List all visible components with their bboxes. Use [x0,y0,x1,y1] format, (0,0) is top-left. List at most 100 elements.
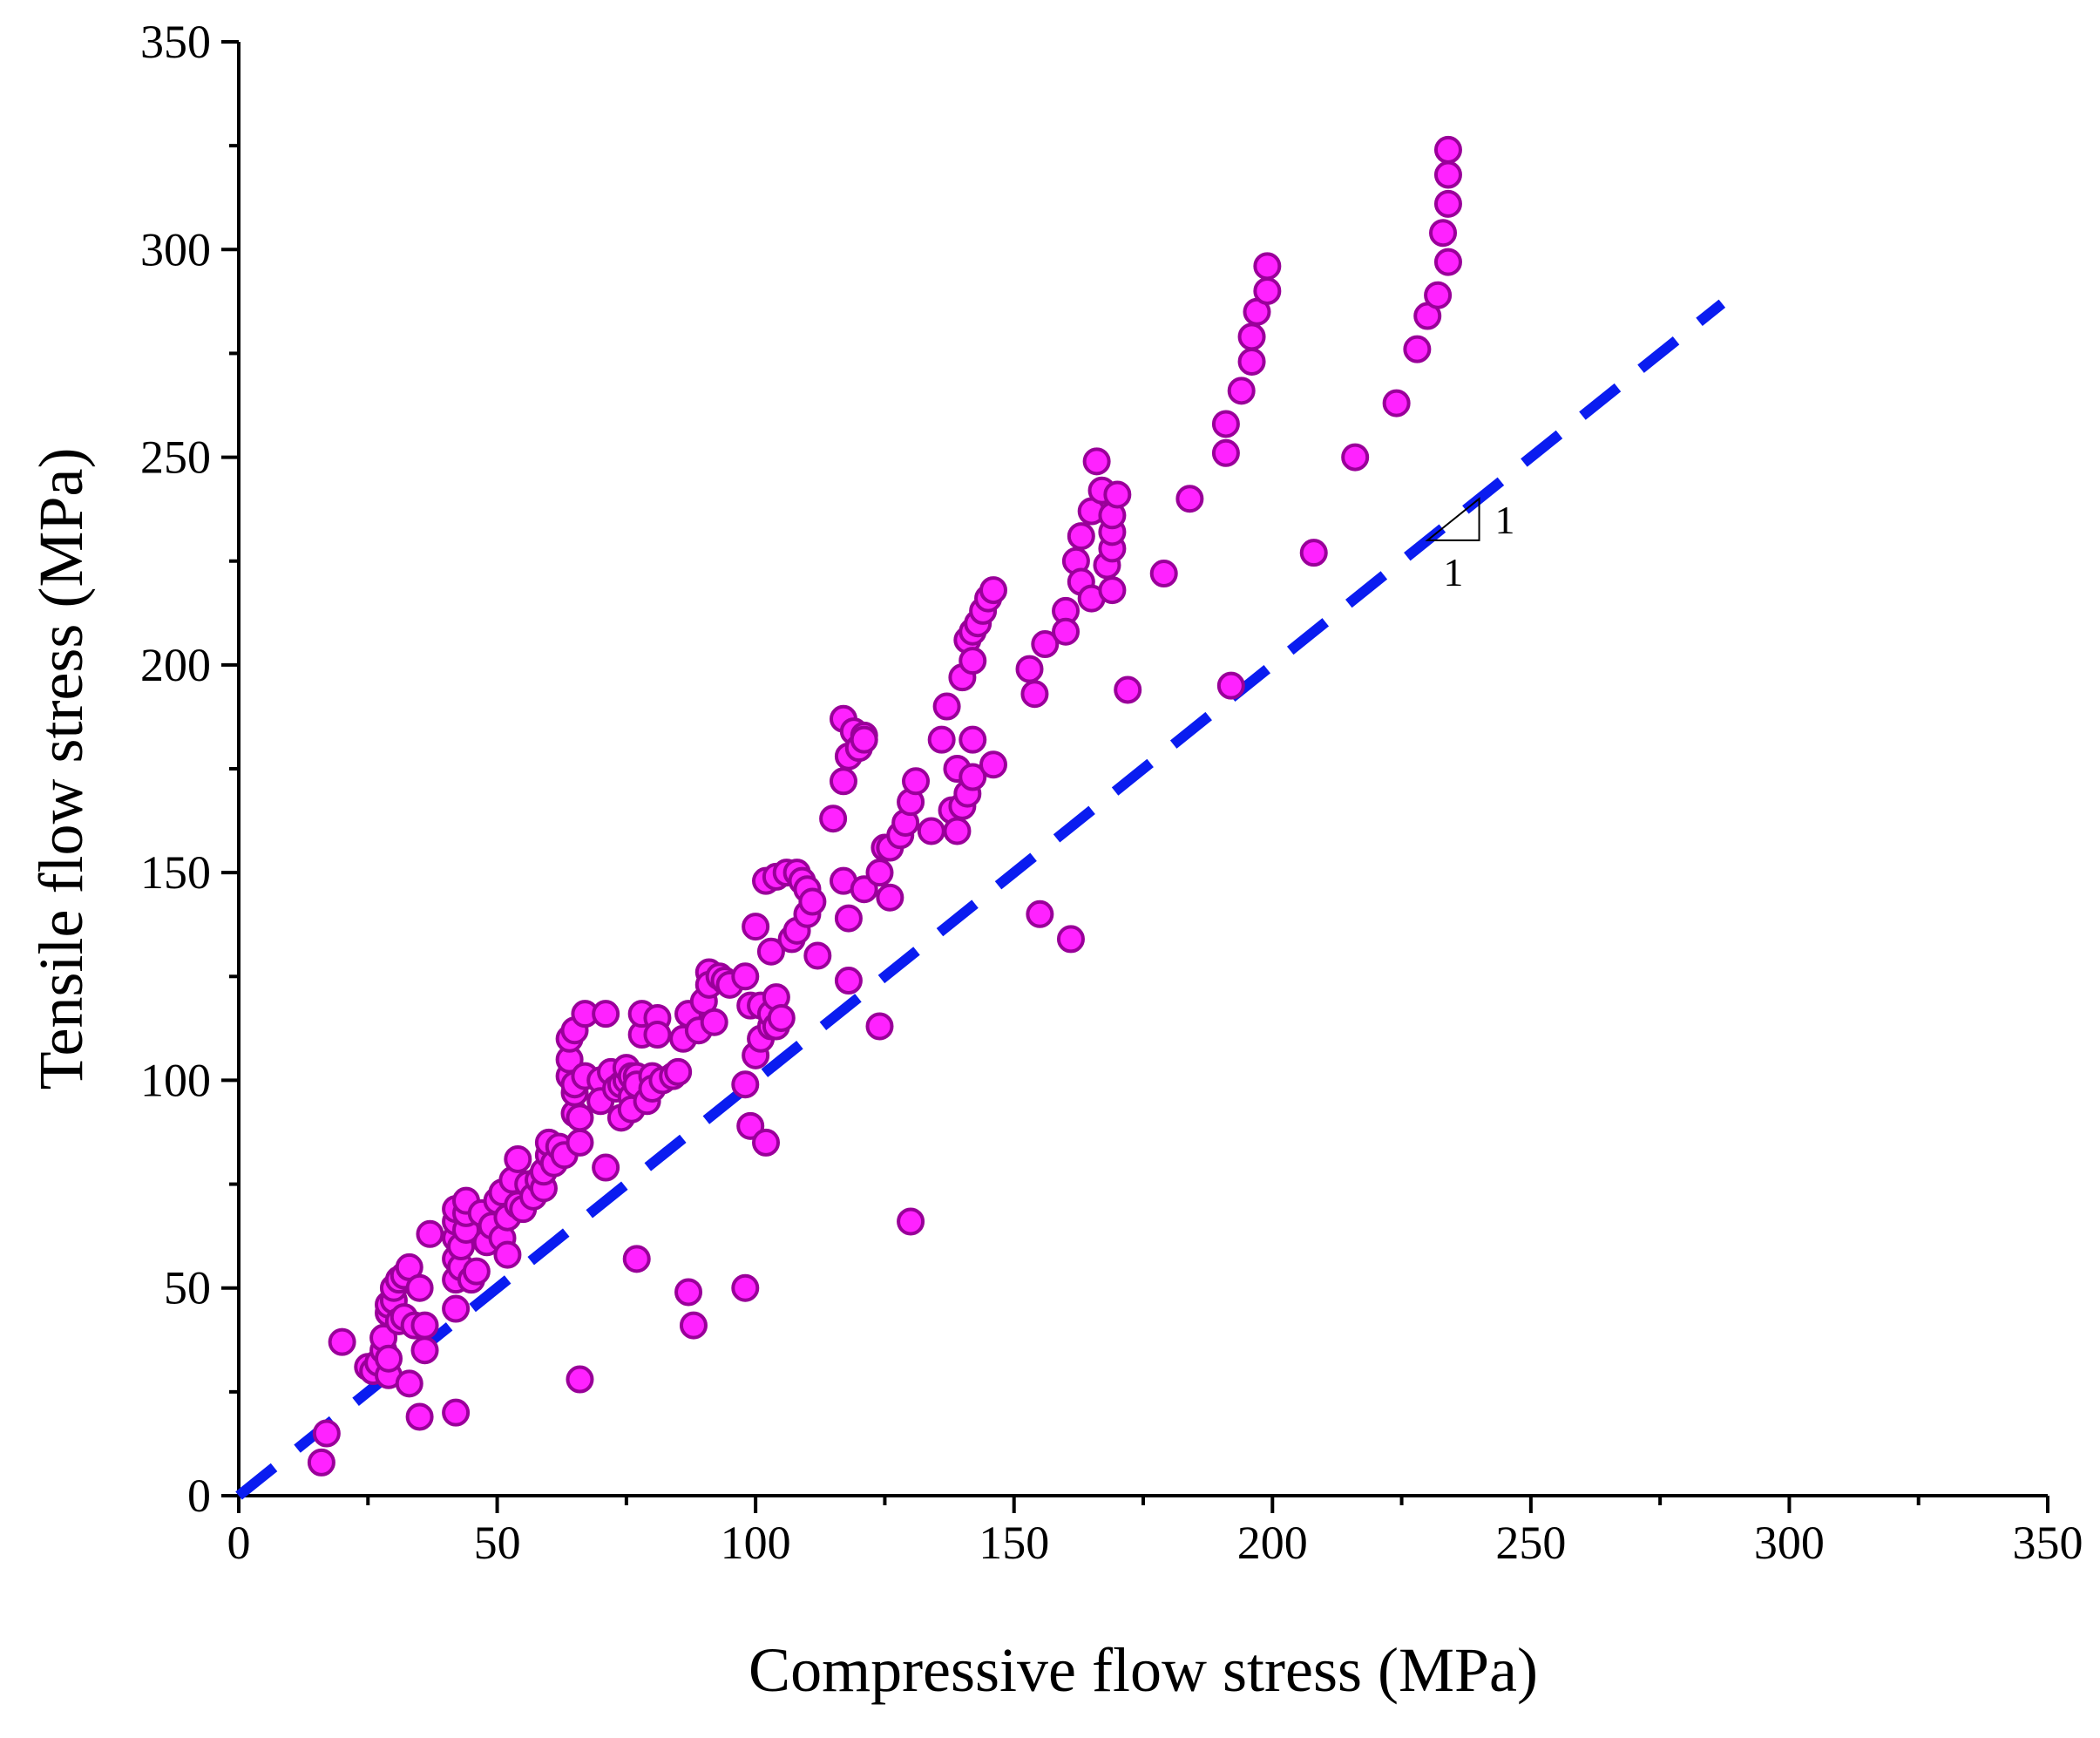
reference-line-group: 11 [235,299,1726,1500]
data-point [1341,443,1370,472]
data-point [462,1257,491,1286]
data-point [731,962,760,991]
data-point [674,1278,703,1307]
data-point [504,1144,532,1173]
data-point [803,941,832,970]
data-point [902,767,931,796]
data-point [442,1294,471,1323]
data-point [959,647,987,676]
x-tick-label: 150 [979,1517,1049,1569]
data-point [1175,485,1204,513]
data-point [834,967,863,995]
y-tick-label: 250 [140,431,211,484]
slope-label-rise: 1 [1495,498,1515,542]
data-point [1020,680,1049,709]
data-point [865,859,894,887]
data-point [917,817,945,845]
x-tick-label: 50 [474,1517,521,1569]
data-point [1299,539,1328,567]
data-point [1098,576,1127,605]
x-axis-title: Compressive flow stress (MPa) [749,1635,1538,1705]
data-point [442,1398,471,1427]
data-point [307,1448,335,1477]
data-point [405,1273,434,1302]
data-point [312,1419,341,1448]
x-tick-label: 200 [1237,1517,1308,1569]
data-point [979,576,1007,605]
data-point [850,725,878,754]
data-point [1237,347,1266,376]
data-point [819,805,848,833]
data-point [1433,135,1462,164]
data-point [395,1369,423,1398]
axes: 0 50 100 150 200 250 300 350 0 50 100 150 200 250 300 3… [140,16,2083,1569]
data-point [927,725,956,754]
y-tick-label: 300 [140,223,211,275]
y-tick-label: 200 [140,639,211,691]
data-point [1082,447,1111,476]
data-point [1237,322,1266,351]
data-point [592,1000,620,1029]
y-tick-label: 50 [164,1262,211,1314]
axis-labels: Compressive flow stress (MPa) Tensile fl… [26,448,1538,1705]
data-point [1015,655,1044,683]
y-tick-label: 0 [187,1470,211,1522]
data-point [736,1111,765,1140]
data-point [798,887,827,916]
data-point [1026,900,1054,928]
data-point [1216,671,1245,700]
data-point [1253,276,1282,305]
data-point [1433,248,1462,276]
data-point [679,1311,708,1340]
data-point [1103,480,1132,509]
x-tick-label: 100 [721,1517,791,1569]
data-point [416,1219,444,1248]
data-point [979,750,1007,779]
data-point [834,904,863,933]
data-point [592,1153,620,1182]
data-point [742,913,770,941]
data-point [959,763,987,791]
slope-label-run: 1 [1443,550,1463,594]
data-point [1253,252,1282,281]
x-tick-label: 350 [2013,1517,2083,1569]
data-point [876,883,904,912]
data-points [307,135,1462,1477]
data-point [566,1128,594,1157]
y-tick-label: 150 [140,846,211,899]
data-point [731,1273,760,1302]
data-point [1433,160,1462,189]
data-point [1403,335,1432,363]
data-point [752,1128,781,1157]
data-point [959,725,987,754]
data-point [1211,410,1240,438]
data-point [622,1245,651,1273]
data-point [410,1336,439,1365]
data-point [1114,676,1142,704]
x-tick-label: 300 [1754,1517,1825,1569]
data-point [1424,281,1453,309]
y-tick-label: 100 [140,1054,211,1106]
slope-triangle [1425,497,1480,541]
data-point [1056,925,1085,954]
data-point [1149,560,1178,588]
data-point [767,1003,796,1032]
data-point [943,817,972,845]
x-tick-label: 250 [1495,1517,1566,1569]
data-point [328,1327,356,1356]
data-point [410,1311,439,1340]
data-point [700,1008,728,1036]
data-point [756,937,785,966]
data-point [493,1240,522,1269]
data-point [664,1057,693,1086]
data-point [566,1365,594,1394]
data-point [1052,617,1080,646]
data-point [1227,377,1256,405]
data-point [731,1070,760,1099]
data-point [643,1021,672,1049]
data-point [897,1207,925,1236]
data-point [1433,189,1462,218]
data-point [566,1103,594,1132]
data-point [850,875,878,904]
